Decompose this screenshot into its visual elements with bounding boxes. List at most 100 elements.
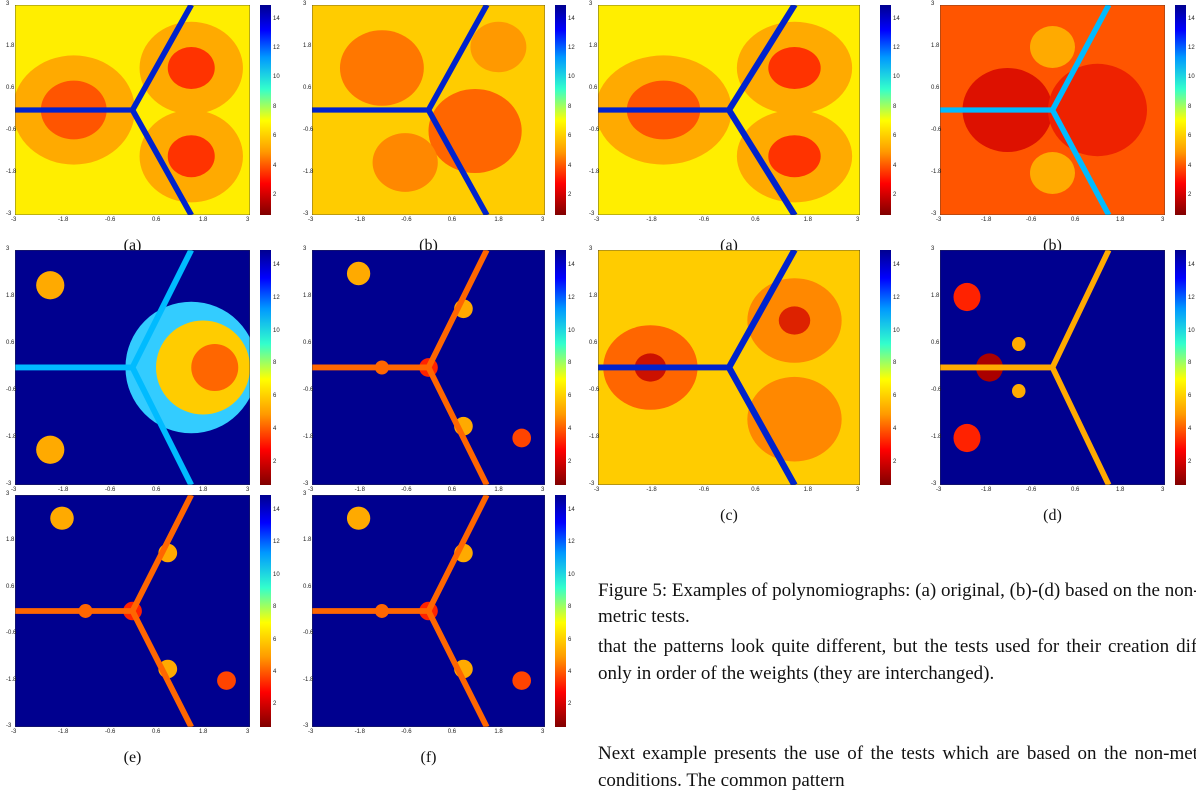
x-tick-label: 3	[1161, 217, 1165, 223]
region	[747, 376, 842, 462]
region	[50, 506, 74, 530]
y-tick-label: -0.6	[589, 127, 600, 133]
y-tick-label: -0.6	[6, 630, 17, 637]
x-tick-label: 3	[856, 487, 860, 493]
y-tick-label: -3	[589, 481, 595, 487]
region	[512, 671, 532, 690]
colorbar-tick-label: 6	[893, 393, 897, 400]
region	[167, 47, 215, 89]
colorbar-tick-label: 12	[273, 294, 280, 301]
colorbar-tick-label: 6	[273, 133, 277, 140]
panel: -3 -1.8 -0.6 0.6 1.8 3 3 1.8 0.6 -0.6 -1.8 -3 14 12 10…	[6, 491, 290, 772]
colorbar-tick-label: 2	[273, 701, 277, 708]
region	[346, 261, 371, 286]
colorbar-tick-label: 12	[893, 294, 900, 301]
colorbar-tick-label: 10	[1188, 327, 1195, 334]
x-tick-label: 1.8	[803, 487, 812, 493]
y-tick-label: -3	[931, 481, 937, 487]
y-tick-label: -1.8	[931, 434, 942, 440]
x-tick-label: -3	[936, 487, 942, 493]
region	[768, 135, 821, 178]
y-tick-label: 3	[6, 491, 10, 497]
y-tick-label: 3	[303, 1, 307, 7]
basin-boundary	[940, 5, 1112, 215]
x-tick-label: 0.6	[152, 729, 161, 735]
colorbar-tick-label: 12	[568, 539, 575, 546]
x-tick-label: -1.8	[58, 487, 69, 493]
region	[1012, 383, 1026, 399]
polynomiograph	[312, 5, 545, 215]
colorbar	[1175, 5, 1186, 215]
y-tick-label: -1.8	[6, 169, 17, 175]
y-tick-label: -0.6	[303, 387, 314, 393]
colorbar-tick-label: 4	[568, 426, 572, 433]
x-tick-label: 0.6	[751, 217, 760, 223]
y-tick-label: -1.8	[589, 169, 600, 175]
colorbar-tick-label: 8	[568, 360, 572, 367]
x-tick-label: 1.8	[1116, 217, 1125, 223]
y-tick-label: 3	[931, 246, 935, 252]
colorbar-tick-label: 6	[568, 393, 572, 400]
polynomiograph	[312, 250, 545, 485]
y-tick-label: 1.8	[931, 43, 940, 49]
x-tick-label: -3	[308, 729, 314, 735]
colorbar-tick-label: 14	[893, 15, 900, 22]
x-tick-label: 0.6	[1071, 487, 1080, 493]
polynomiograph	[15, 495, 250, 727]
colorbar-tick-label: 2	[568, 459, 572, 466]
colorbar-tick-label: 12	[273, 539, 280, 546]
y-tick-label: -3	[303, 723, 309, 729]
y-tick-label: -1.8	[6, 676, 17, 683]
x-tick-label: -0.6	[105, 729, 116, 735]
colorbar-tick-label: 8	[273, 103, 277, 110]
y-tick-label: 3	[303, 491, 307, 497]
polynomiograph	[940, 250, 1165, 485]
colorbar-tick-label: 6	[1188, 393, 1192, 400]
colorbar	[880, 250, 891, 485]
x-tick-label: 3	[246, 729, 250, 735]
y-tick-label: 0.6	[6, 583, 15, 590]
colorbar-tick-label: 8	[568, 103, 572, 110]
colorbar-tick-label: 14	[1188, 15, 1195, 22]
y-tick-label: -1.8	[303, 676, 314, 683]
panel: -3 -1.8 -0.6 0.6 1.8 3 3 1.8 0.6 -0.6 -1.8 -3 14 12 10…	[6, 1, 290, 260]
colorbar-tick-label: 12	[1188, 294, 1195, 301]
x-tick-label: -1.8	[981, 217, 992, 223]
basin-boundary	[312, 5, 490, 215]
colorbar	[555, 250, 566, 485]
panel: -3 -1.8 -0.6 0.6 1.8 3 3 1.8 0.6 -0.6 -1.8 -3 14 12 10…	[931, 246, 1196, 530]
y-tick-label: 3	[6, 1, 10, 7]
y-tick-label: -1.8	[303, 434, 314, 440]
y-tick-label: -1.8	[6, 434, 17, 440]
subfigure-label: (c)	[720, 507, 738, 524]
x-tick-label: -0.6	[1026, 217, 1037, 223]
colorbar-tick-label: 10	[1188, 74, 1195, 81]
y-tick-label: -0.6	[931, 387, 942, 393]
x-tick-label: 3	[856, 217, 860, 223]
colorbar-tick-label: 12	[568, 294, 575, 301]
x-tick-label: 1.8	[199, 217, 208, 223]
region	[953, 423, 981, 453]
y-tick-label: -1.8	[931, 169, 942, 175]
colorbar-tick-label: 4	[568, 162, 572, 169]
y-tick-label: 0.6	[303, 583, 312, 590]
y-tick-label: -0.6	[303, 630, 314, 637]
colorbar-tick-label: 6	[273, 636, 277, 643]
x-tick-label: -1.8	[58, 729, 69, 735]
y-tick-label: 1.8	[303, 537, 312, 544]
x-tick-label: 0.6	[1071, 217, 1080, 223]
x-tick-label: -3	[308, 487, 314, 493]
basin-boundary	[598, 5, 798, 215]
x-tick-label: -3	[936, 217, 942, 223]
colorbar-tick-label: 8	[1188, 360, 1192, 367]
x-tick-label: 3	[246, 217, 250, 223]
y-tick-label: 1.8	[589, 43, 598, 49]
x-tick-label: -3	[308, 217, 314, 223]
colorbar-tick-label: 2	[893, 191, 897, 198]
colorbar-tick-label: 10	[893, 327, 900, 334]
y-tick-label: -3	[6, 481, 12, 487]
basin-boundary	[312, 495, 490, 727]
basin-boundary	[15, 5, 194, 215]
colorbar	[1175, 250, 1186, 485]
